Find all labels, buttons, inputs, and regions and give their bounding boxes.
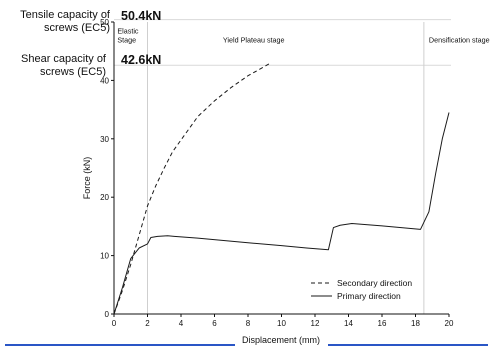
legend-label-secondary: Secondary direction bbox=[337, 278, 412, 288]
x-axis-ticks: 0 2 4 6 8 10 12 14 16 18 20 bbox=[112, 314, 454, 328]
y-tick-label-40: 40 bbox=[100, 76, 109, 85]
y-tick-label-0: 0 bbox=[105, 310, 110, 319]
reference-lines bbox=[114, 19, 451, 66]
y-tick-label-50: 50 bbox=[100, 18, 109, 27]
shear-capacity-value: 42.6kN bbox=[121, 53, 161, 67]
bottom-bar-right bbox=[328, 344, 488, 346]
y-tick-label-10: 10 bbox=[100, 252, 109, 261]
bottom-bar-left bbox=[5, 344, 235, 346]
x-axis-label: Displacement (mm) bbox=[242, 335, 320, 345]
x-tick-label-12: 12 bbox=[311, 319, 320, 328]
shear-capacity-annotation: Shear capacity of screws (EC5) 42.6kN bbox=[21, 53, 161, 78]
x-tick-label-18: 18 bbox=[411, 319, 420, 328]
x-tick-label-10: 10 bbox=[277, 319, 286, 328]
stage-boundaries bbox=[147, 22, 425, 314]
data-series bbox=[113, 63, 450, 315]
x-tick-label-4: 4 bbox=[179, 319, 184, 328]
x-tick-label-16: 16 bbox=[378, 319, 387, 328]
stage-label-1-line-1: Elastic bbox=[117, 27, 139, 36]
x-tick-label-14: 14 bbox=[344, 319, 353, 328]
tensile-capacity-annotation: Tensile capacity of screws (EC5) 50.4kN bbox=[20, 9, 161, 34]
series-line-secondary-direction bbox=[113, 63, 271, 315]
y-tick-label-30: 30 bbox=[100, 135, 109, 144]
y-axis-label: Force (kN) bbox=[82, 157, 92, 200]
stage-label-1-line-2: Stage bbox=[117, 36, 136, 45]
stage-label-3-line-1: Densification stage bbox=[429, 35, 490, 44]
stage-label-2-line-1: Yield Plateau stage bbox=[223, 35, 285, 44]
tensile-capacity-label-line2: screws (EC5) bbox=[44, 22, 110, 34]
x-tick-label-20: 20 bbox=[445, 319, 454, 328]
x-tick-label-0: 0 bbox=[112, 319, 117, 328]
x-tick-label-8: 8 bbox=[246, 319, 251, 328]
legend-label-primary: Primary direction bbox=[337, 291, 401, 301]
y-tick-label-20: 20 bbox=[100, 193, 109, 202]
tensile-capacity-label-line1: Tensile capacity of bbox=[20, 9, 111, 21]
x-tick-label-6: 6 bbox=[212, 319, 217, 328]
y-axis-ticks: 0 10 20 30 40 50 bbox=[100, 18, 114, 319]
x-tick-label-2: 2 bbox=[145, 319, 150, 328]
tensile-capacity-value: 50.4kN bbox=[121, 9, 161, 23]
legend: Secondary direction Primary direction bbox=[311, 278, 412, 301]
series-line-primary-direction bbox=[113, 112, 450, 315]
shear-capacity-label-line1: Shear capacity of bbox=[21, 53, 107, 65]
shear-capacity-label-line2: screws (EC5) bbox=[40, 66, 106, 78]
